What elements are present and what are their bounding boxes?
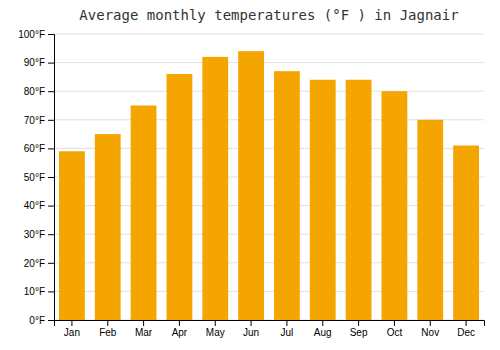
tick-label: Sep — [350, 327, 368, 338]
tick-mark — [107, 320, 108, 326]
tick: Apr — [172, 320, 188, 338]
tick: 30°F — [24, 229, 54, 240]
tick: Oct — [387, 320, 403, 338]
tick: May — [206, 320, 225, 338]
tick-mark — [286, 320, 287, 326]
tick: 60°F — [24, 143, 54, 154]
tick-label: 0°F — [29, 315, 45, 326]
tick: Dec — [457, 320, 475, 338]
tick-label: Jun — [243, 327, 259, 338]
tick: 40°F — [24, 200, 54, 211]
axis-line — [55, 321, 485, 327]
tick: 90°F — [24, 57, 54, 68]
tick-mark — [48, 291, 54, 292]
tick-label: 20°F — [24, 258, 45, 269]
grid — [54, 34, 484, 320]
tick-mark — [48, 63, 54, 64]
tick: 20°F — [24, 258, 54, 269]
tick: Feb — [99, 320, 117, 338]
tick: Nov — [421, 320, 439, 338]
tick-label: 40°F — [24, 200, 45, 211]
plot-area: 0°F 10°F 20°F 30°F 40°F 50°F 60°F 70°F 80°F 90°F 1… — [18, 29, 484, 338]
tick-mark — [358, 320, 359, 326]
tick-mark — [394, 320, 395, 326]
tick: Jan — [64, 320, 80, 338]
tick-label: Jan — [64, 327, 80, 338]
tick-label: Mar — [135, 327, 153, 338]
axis-line — [48, 35, 55, 321]
bar — [167, 74, 193, 320]
tick-mark — [48, 177, 54, 178]
grid-line — [54, 34, 484, 35]
tick: 50°F — [24, 172, 54, 183]
tick: Jun — [243, 320, 259, 338]
tick-mark — [466, 320, 467, 326]
bar — [453, 146, 479, 320]
tick: Jul — [281, 320, 294, 338]
tick-mark — [48, 91, 54, 92]
bar — [310, 80, 336, 320]
tick-label: Oct — [387, 327, 403, 338]
chart-svg: 0°F 10°F 20°F 30°F 40°F 50°F 60°F 70°F 80°F 90°F 1… — [0, 0, 500, 350]
tick-mark — [48, 120, 54, 121]
tick-mark — [48, 34, 54, 35]
tick-label: Feb — [99, 327, 117, 338]
bar — [95, 134, 121, 320]
x-axis: Jan Feb Mar Apr May Jun Jul Aug Sep Oct Nov Dec — [55, 320, 485, 338]
tick-mark — [251, 320, 252, 326]
tick-label: Aug — [314, 327, 332, 338]
y-axis: 0°F 10°F 20°F 30°F 40°F 50°F 60°F 70°F 80°F 90°F 1… — [18, 29, 54, 326]
tick-mark — [48, 206, 54, 207]
tick-label: Dec — [457, 327, 475, 338]
tick-mark — [48, 148, 54, 149]
tick-label: 30°F — [24, 229, 45, 240]
tick-mark — [71, 320, 72, 326]
bar — [274, 71, 300, 320]
bar — [59, 151, 85, 320]
grid-line — [54, 91, 484, 92]
tick-mark — [143, 320, 144, 326]
tick-label: 10°F — [24, 286, 45, 297]
tick: 0°F — [29, 315, 54, 326]
tick-label: 90°F — [24, 57, 45, 68]
tick: Mar — [135, 320, 153, 338]
tick: 10°F — [24, 286, 54, 297]
tick: 80°F — [24, 86, 54, 97]
tick-label: Nov — [421, 327, 439, 338]
tick-label: Apr — [172, 327, 188, 338]
bar — [131, 106, 157, 321]
tick-mark — [430, 320, 431, 326]
tick-label: 100°F — [18, 29, 45, 40]
tick-mark — [322, 320, 323, 326]
bar — [346, 80, 372, 320]
bar — [382, 91, 408, 320]
tick: 100°F — [18, 29, 54, 40]
tick-label: 80°F — [24, 86, 45, 97]
chart-container: 0°F 10°F 20°F 30°F 40°F 50°F 60°F 70°F 80°F 90°F 1… — [0, 0, 500, 350]
tick: 70°F — [24, 115, 54, 126]
tick-label: 60°F — [24, 143, 45, 154]
tick-mark — [215, 320, 216, 326]
tick-label: May — [206, 327, 225, 338]
bar — [202, 57, 228, 320]
bar — [238, 51, 264, 320]
bar — [417, 120, 443, 320]
tick-mark — [48, 263, 54, 264]
tick-label: Jul — [281, 327, 294, 338]
tick-mark — [48, 234, 54, 235]
tick-label: 50°F — [24, 172, 45, 183]
bars — [59, 51, 479, 320]
title: Average monthly temperatures (°F ) in Ja… — [79, 7, 458, 23]
tick-label: 70°F — [24, 115, 45, 126]
grid-line — [54, 62, 484, 63]
tick-mark — [179, 320, 180, 326]
tick-mark — [48, 320, 54, 321]
tick: Aug — [314, 320, 332, 338]
tick: Sep — [350, 320, 368, 338]
